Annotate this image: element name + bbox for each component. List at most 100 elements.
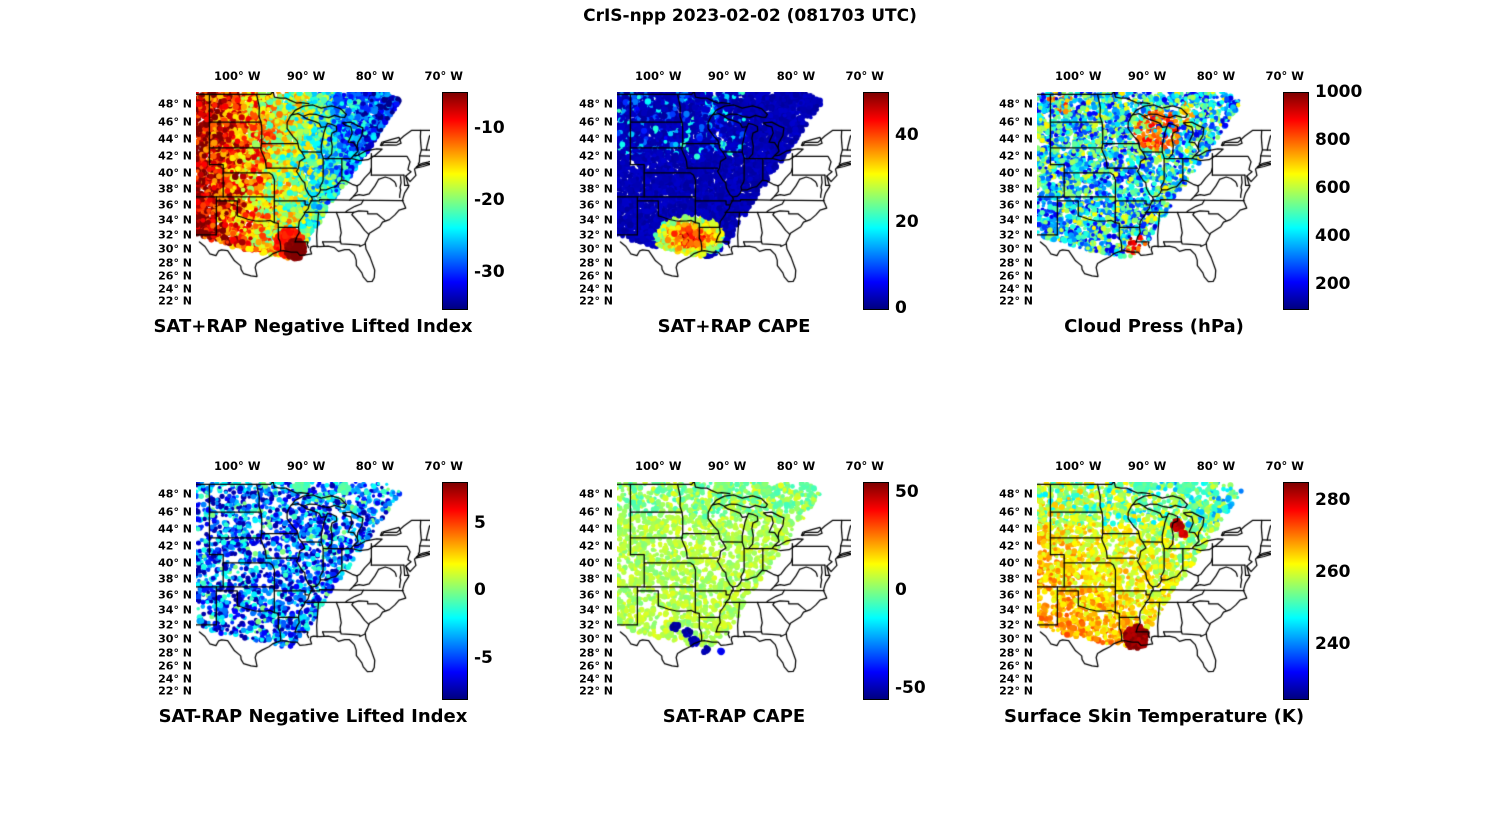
panel-title: SAT+RAP CAPE	[657, 316, 811, 337]
lat-tick-label: 30° N	[579, 632, 613, 646]
lat-tick-label: 38° N	[579, 182, 613, 196]
colorbar-tick-label: 600	[1315, 178, 1351, 198]
lat-tick-label: 26° N	[579, 659, 613, 673]
lat-tick-label: 40° N	[579, 556, 613, 570]
lat-tick-label: 28° N	[999, 646, 1033, 660]
lat-tick-label: 46° N	[158, 115, 192, 129]
lon-tick-label: 80° W	[776, 69, 816, 83]
lat-tick-label: 48° N	[579, 97, 613, 111]
colorbar-axis: 0 20 40	[895, 92, 953, 318]
lat-tick-label: 40° N	[158, 556, 192, 570]
lat-tick-label: 44° N	[158, 132, 192, 146]
colorbar-gradient	[863, 482, 889, 700]
lat-tick-label: 40° N	[999, 556, 1033, 570]
panel-sat-minus-rap-negative-lifted-index: 100° W 90° W 80° W 70° W 48° N 46° N 44° N 42°…	[152, 456, 532, 748]
colorbar-gradient	[442, 482, 468, 700]
lat-tick-label: 38° N	[999, 182, 1033, 196]
lat-tick-label: 24° N	[579, 282, 613, 296]
colorbar-tick-label: 0	[895, 580, 907, 600]
lat-tick-label: 34° N	[579, 603, 613, 617]
lon-tick-label: 70° W	[424, 459, 463, 473]
lat-tick-label: 32° N	[999, 228, 1033, 242]
lat-tick-label: 28° N	[579, 256, 613, 270]
latitude-axis: 48° N 46° N 44° N 42° N 40° N 38° N 36° N 34° N…	[152, 482, 194, 698]
lat-tick-label: 44° N	[579, 522, 613, 536]
latitude-axis: 48° N 46° N 44° N 42° N 40° N 38° N 36° N 34° N…	[993, 92, 1035, 308]
lat-tick-label: 24° N	[158, 282, 192, 296]
lat-tick-label: 24° N	[999, 672, 1033, 686]
lon-tick-label: 100° W	[214, 69, 261, 83]
lat-tick-label: 44° N	[579, 132, 613, 146]
lon-tick-label: 100° W	[1055, 69, 1102, 83]
lat-tick-label: 34° N	[999, 603, 1033, 617]
panel-title: SAT-RAP CAPE	[662, 706, 806, 727]
lat-tick-label: 42° N	[579, 539, 613, 553]
latitude-axis: 48° N 46° N 44° N 42° N 40° N 38° N 36° N 34° N…	[573, 92, 615, 308]
colorbar-axis: 280 260 240	[1315, 482, 1373, 698]
lon-tick-label: 70° W	[845, 69, 884, 83]
lat-tick-label: 28° N	[579, 646, 613, 660]
lat-tick-label: 42° N	[999, 149, 1033, 163]
lat-tick-label: 42° N	[158, 149, 192, 163]
lon-tick-label: 90° W	[1127, 459, 1167, 473]
colorbar-tick-label: 400	[1315, 226, 1351, 246]
colorbar-tick-label: -5	[474, 647, 493, 668]
colorbar-axis: -10 -20 -30	[474, 92, 532, 308]
colorbar-tick-label: 1000	[1315, 82, 1363, 102]
colorbar-tick-label: 5	[474, 512, 486, 533]
lon-tick-label: 80° W	[355, 69, 395, 83]
lat-tick-label: 46° N	[158, 505, 192, 519]
lat-tick-label: 38° N	[158, 182, 192, 196]
longitude-axis: 100° W 90° W 80° W 70° W	[1037, 66, 1304, 90]
lat-tick-label: 30° N	[999, 242, 1033, 256]
lat-tick-label: 32° N	[579, 618, 613, 632]
longitude-axis: 100° W 90° W 80° W 70° W	[617, 66, 884, 90]
lat-tick-label: 34° N	[158, 603, 192, 617]
lat-tick-label: 36° N	[999, 588, 1033, 602]
longitude-axis: 100° W 90° W 80° W 70° W	[196, 456, 463, 480]
lon-tick-label: 70° W	[845, 459, 884, 473]
lat-tick-label: 40° N	[999, 166, 1033, 180]
lat-tick-label: 38° N	[579, 572, 613, 586]
colorbar-tick-label: 0	[895, 298, 907, 318]
lat-tick-label: 32° N	[579, 228, 613, 242]
lat-tick-label: 36° N	[579, 588, 613, 602]
lat-tick-label: 44° N	[158, 522, 192, 536]
panel-title: Cloud Press (hPa)	[1064, 316, 1244, 337]
lat-tick-label: 40° N	[158, 166, 192, 180]
lat-tick-label: 32° N	[158, 618, 192, 632]
lat-tick-label: 36° N	[579, 198, 613, 212]
lon-tick-label: 80° W	[355, 459, 395, 473]
lat-tick-label: 30° N	[999, 632, 1033, 646]
lat-tick-label: 38° N	[999, 572, 1033, 586]
colorbar-gradient	[1283, 482, 1309, 700]
map-canvas	[617, 482, 851, 698]
lat-tick-label: 26° N	[158, 269, 192, 283]
latitude-axis: 48° N 46° N 44° N 42° N 40° N 38° N 36° N 34° N…	[573, 482, 615, 698]
lat-tick-label: 26° N	[999, 659, 1033, 673]
lat-tick-label: 44° N	[999, 522, 1033, 536]
lat-tick-label: 46° N	[999, 115, 1033, 129]
lat-tick-label: 34° N	[999, 213, 1033, 227]
colorbar-tick-label: -50	[895, 678, 926, 699]
lat-tick-label: 22° N	[999, 684, 1033, 698]
colorbar-tick-label: 0	[474, 580, 486, 600]
panel-sat-plus-rap-negative-lifted-index: 100° W 90° W 80° W 70° W 48° N 46° N 44° N 42°…	[152, 66, 532, 358]
panel-title: SAT+RAP Negative Lifted Index	[153, 316, 473, 337]
colorbar-tick-label: 800	[1315, 130, 1351, 150]
lon-tick-label: 90° W	[707, 69, 747, 83]
lat-tick-label: 30° N	[158, 632, 192, 646]
lon-tick-label: 80° W	[776, 459, 816, 473]
longitude-axis: 100° W 90° W 80° W 70° W	[617, 456, 884, 480]
lat-tick-label: 32° N	[158, 228, 192, 242]
lat-tick-label: 46° N	[999, 505, 1033, 519]
lat-tick-label: 22° N	[579, 294, 613, 308]
panel-surface-skin-temperature: 100° W 90° W 80° W 70° W 48° N 46° N 44° N 42°…	[993, 456, 1373, 748]
lat-tick-label: 22° N	[158, 294, 192, 308]
lon-tick-label: 90° W	[286, 459, 326, 473]
lat-tick-label: 48° N	[579, 487, 613, 501]
lat-tick-label: 42° N	[999, 539, 1033, 553]
colorbar-tick-label: 20	[895, 211, 919, 232]
lat-tick-label: 46° N	[579, 115, 613, 129]
